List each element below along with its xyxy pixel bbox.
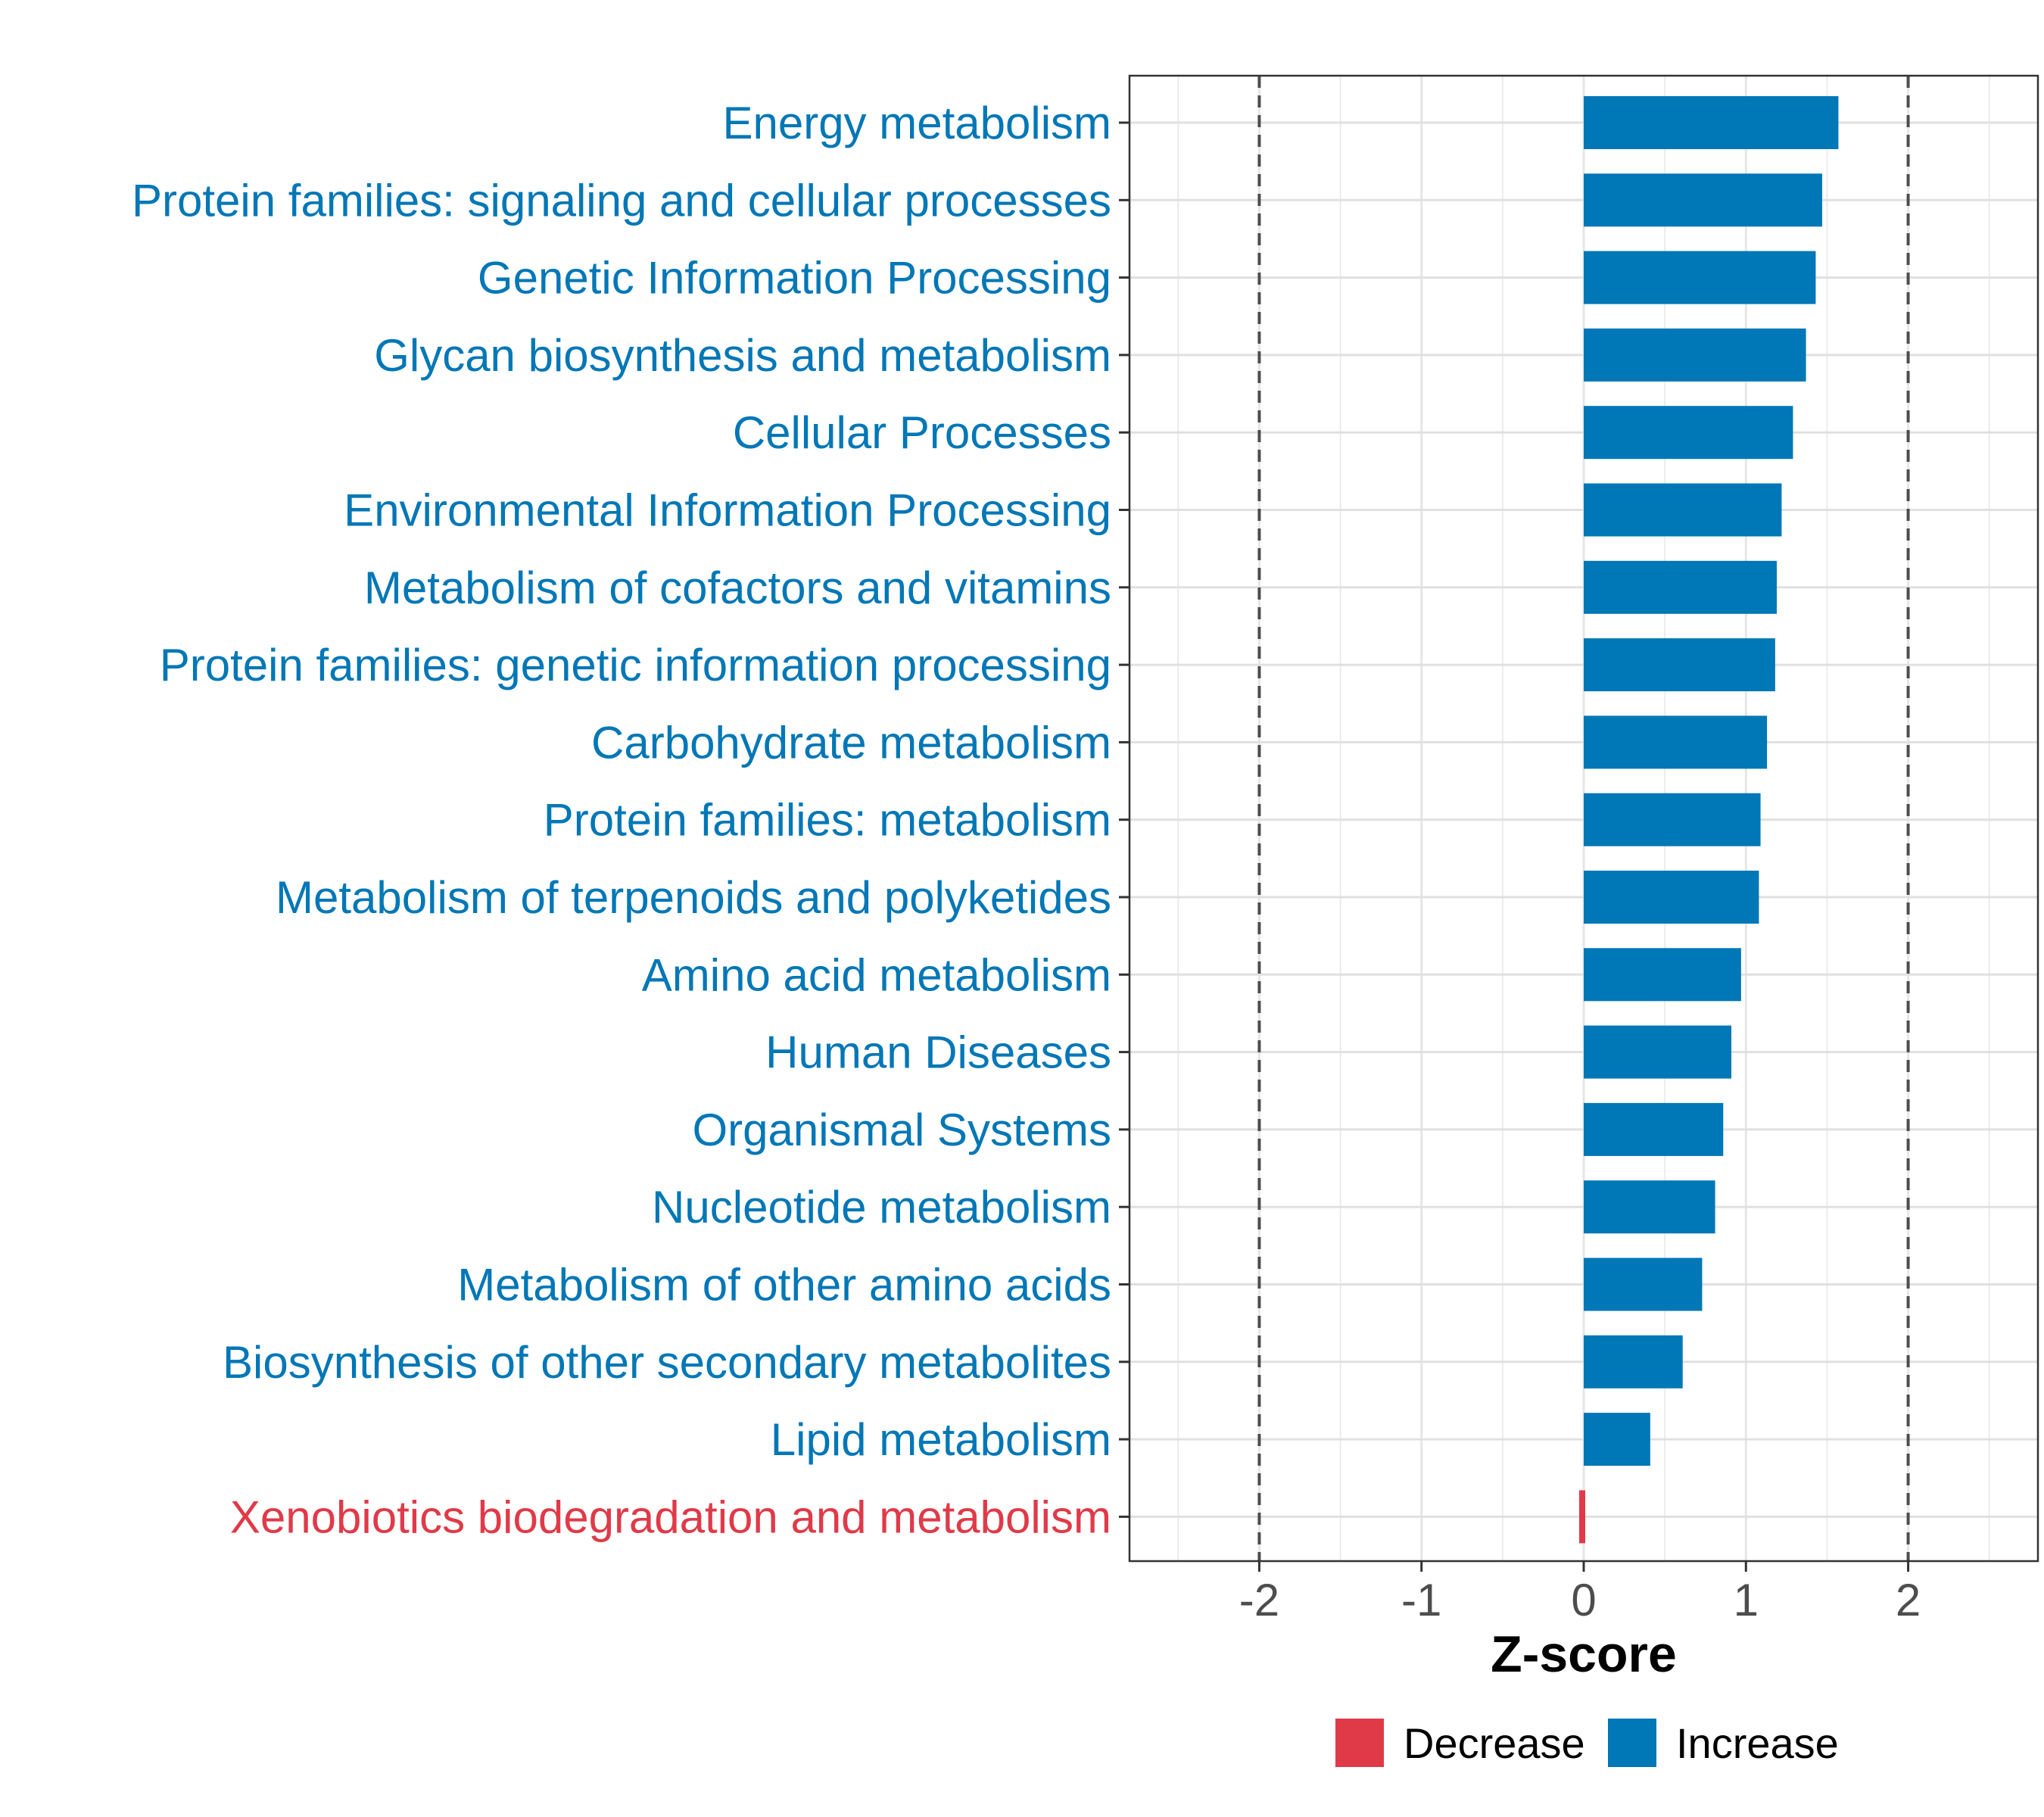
category-label: Nucleotide metabolism bbox=[652, 1182, 1111, 1233]
bar bbox=[1584, 1335, 1683, 1388]
category-label: Amino acid metabolism bbox=[642, 949, 1111, 1000]
bar bbox=[1584, 1025, 1731, 1079]
x-tick-label: 0 bbox=[1571, 1575, 1596, 1625]
category-label: Glycan biosynthesis and metabolism bbox=[374, 330, 1111, 381]
bar bbox=[1584, 715, 1768, 769]
bar bbox=[1584, 328, 1806, 382]
bar bbox=[1584, 96, 1839, 149]
category-label: Organismal Systems bbox=[693, 1105, 1111, 1155]
category-label: Carbohydrate metabolism bbox=[591, 717, 1111, 768]
bar bbox=[1584, 560, 1777, 614]
y-axis-labels: Energy metabolism Protein families: signa… bbox=[132, 98, 1111, 1542]
legend: Decrease Increase bbox=[1335, 1719, 1839, 1767]
category-label: Genetic Information Processing bbox=[478, 253, 1111, 304]
category-label: Metabolism of other amino acids bbox=[457, 1260, 1111, 1311]
legend-label: Increase bbox=[1676, 1719, 1839, 1767]
bar bbox=[1579, 1490, 1585, 1544]
y-axis-ticks bbox=[1119, 121, 1129, 1518]
bar bbox=[1584, 1102, 1724, 1156]
x-tick-label: -2 bbox=[1239, 1575, 1279, 1625]
category-label: Energy metabolism bbox=[722, 98, 1111, 148]
category-label: Lipid metabolism bbox=[771, 1414, 1111, 1465]
bar bbox=[1584, 948, 1741, 1002]
x-tick-label: -1 bbox=[1401, 1575, 1441, 1625]
category-label: Biosynthesis of other secondary metaboli… bbox=[223, 1337, 1111, 1388]
reference-lines bbox=[1257, 76, 1910, 1561]
x-tick-label: 1 bbox=[1734, 1575, 1759, 1625]
bars bbox=[1579, 96, 1839, 1544]
category-label: Xenobiotics biodegradation and metabolis… bbox=[230, 1491, 1111, 1542]
bar bbox=[1584, 1180, 1715, 1234]
x-axis-labels: -2 -1 0 1 2 bbox=[1239, 1575, 1921, 1625]
bar bbox=[1584, 483, 1782, 537]
x-axis-title: Z-score bbox=[1491, 1625, 1677, 1683]
category-label: Human Diseases bbox=[765, 1027, 1111, 1078]
bar bbox=[1584, 406, 1793, 460]
category-label: Protein families: metabolism bbox=[544, 795, 1111, 846]
bar bbox=[1584, 793, 1761, 846]
bar bbox=[1584, 871, 1759, 924]
x-tick-label: 2 bbox=[1896, 1575, 1921, 1625]
category-label: Metabolism of cofactors and vitamins bbox=[364, 563, 1111, 613]
bar bbox=[1584, 173, 1822, 227]
category-label: Cellular Processes bbox=[733, 407, 1111, 458]
bar bbox=[1584, 1258, 1703, 1311]
bar bbox=[1584, 251, 1816, 304]
category-label: Protein families: genetic information pr… bbox=[160, 640, 1111, 690]
legend-key bbox=[1335, 1719, 1384, 1767]
bar bbox=[1584, 1413, 1650, 1466]
category-label: Protein families: signaling and cellular… bbox=[132, 175, 1111, 226]
bar bbox=[1584, 638, 1775, 692]
legend-key bbox=[1608, 1719, 1656, 1767]
legend-label: Decrease bbox=[1404, 1719, 1585, 1767]
category-label: Environmental Information Processing bbox=[344, 485, 1111, 536]
category-label: Metabolism of terpenoids and polyketides bbox=[276, 872, 1111, 923]
x-axis-ticks bbox=[1257, 1561, 1910, 1572]
